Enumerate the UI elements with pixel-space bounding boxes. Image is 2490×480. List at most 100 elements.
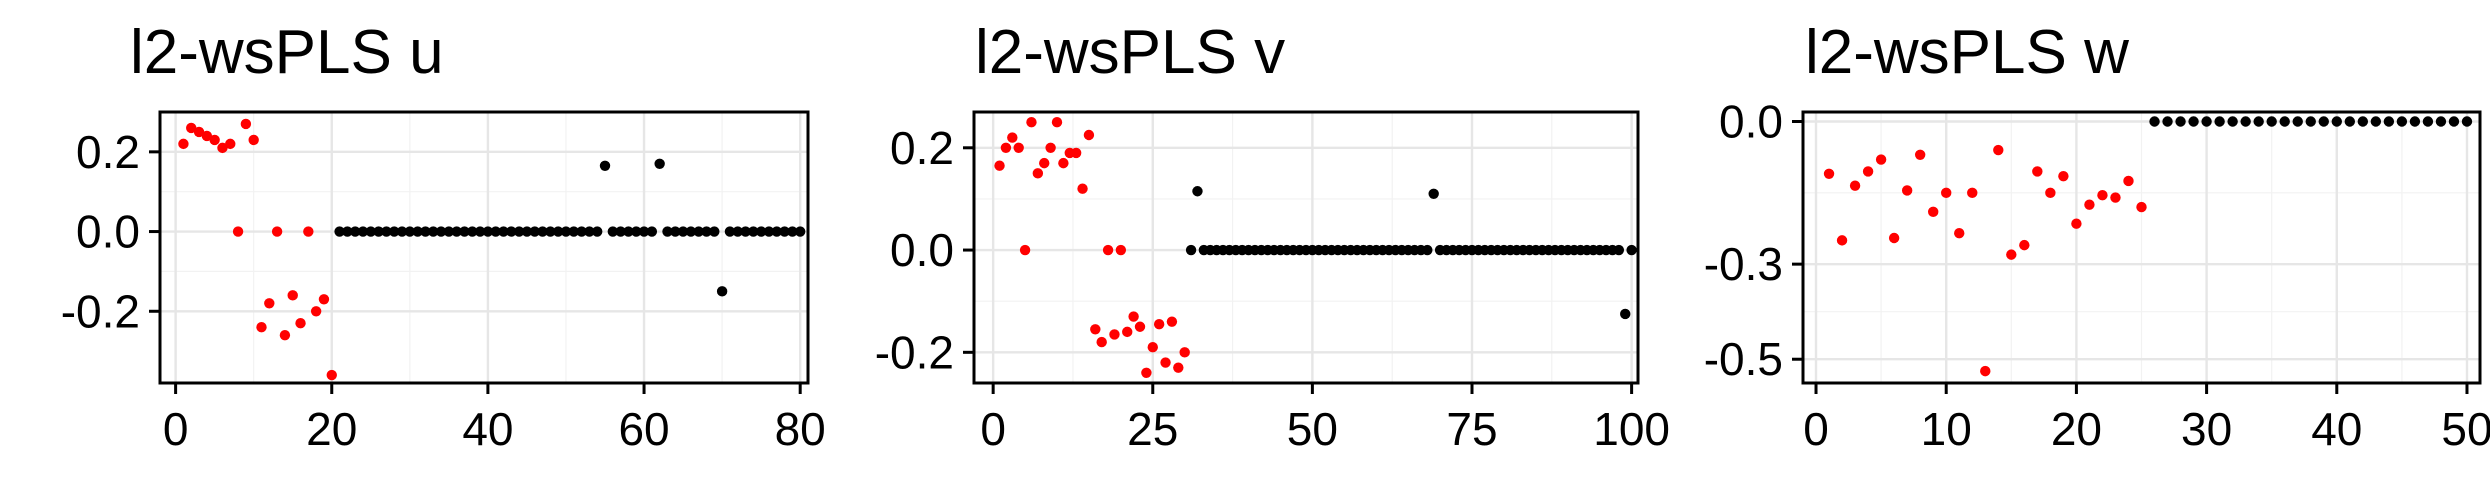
panel-border: [972, 110, 1640, 385]
x-tick-label: 40: [462, 403, 513, 455]
y-tick-label: 0.2: [890, 122, 954, 174]
data-point: [607, 226, 619, 237]
y-tick-label: 0.0: [1719, 96, 1783, 148]
data-point: [498, 226, 509, 237]
data-point: [763, 226, 775, 237]
data-point-selected: [1039, 157, 1050, 169]
data-point-selected: [201, 130, 213, 142]
data-point: [545, 226, 556, 237]
data-point-selected: [2045, 187, 2056, 199]
panel-w: l2-wsPLS w 0 10 20 30 40 50 -0.5 -0.3 0.0: [1704, 18, 2490, 455]
data-point-selected: [232, 226, 244, 237]
data-point-selected: [279, 329, 291, 341]
data-point: [615, 226, 626, 237]
data-point-selected: [2084, 199, 2095, 210]
data-point: [2396, 116, 2408, 127]
data-point-selected: [1051, 117, 1063, 128]
data-point: [381, 226, 392, 237]
y-tick-label: -0.5: [1704, 333, 1783, 385]
x-tick-label: 50: [1287, 403, 1338, 455]
data-point-selected: [310, 306, 322, 317]
data-point-selected: [186, 122, 197, 134]
data-point: [787, 226, 798, 237]
data-point-selected: [1941, 187, 1952, 199]
data-point: [428, 226, 439, 237]
x-tick-label: 20: [306, 403, 357, 455]
panel-title: l2-wsPLS w: [1805, 18, 2129, 87]
data-point: [396, 226, 408, 237]
data-point-selected: [326, 369, 337, 381]
data-point: [334, 226, 345, 237]
data-point: [2240, 116, 2251, 127]
data-point: [623, 226, 634, 237]
panel-border: [1801, 110, 2482, 385]
data-point: [670, 226, 681, 237]
data-point: [794, 226, 806, 237]
data-point-selected: [1862, 166, 1874, 177]
x-tick-label: 40: [2311, 403, 2362, 455]
data-point: [474, 226, 486, 237]
data-point-selected: [2071, 218, 2082, 229]
data-point-selected: [1980, 365, 1991, 377]
data-point: [2188, 116, 2199, 127]
data-point: [2357, 116, 2369, 127]
x-tick-label: 100: [1593, 403, 1670, 455]
data-point-selected: [303, 226, 314, 237]
data-point: [2214, 116, 2225, 127]
data-point: [2266, 116, 2277, 127]
data-point: [2409, 116, 2421, 127]
x-tick-label: 0: [980, 403, 1006, 455]
data-point-selected: [1888, 232, 1900, 244]
data-point: [1613, 244, 1625, 256]
data-point: [459, 226, 470, 237]
data-point: [2318, 116, 2329, 127]
data-point-selected: [1090, 324, 1101, 335]
data-point: [631, 226, 642, 237]
data-point: [1185, 244, 1197, 256]
data-point: [2253, 116, 2264, 127]
data-point: [490, 226, 501, 237]
data-point: [732, 226, 743, 237]
data-point: [2175, 116, 2186, 127]
data-point-selected: [1083, 129, 1095, 141]
data-point-selected: [1070, 147, 1082, 159]
data-point: [771, 226, 782, 237]
data-point: [693, 226, 704, 237]
data-point: [560, 226, 572, 237]
data-point-selected: [1096, 336, 1107, 348]
x-tick-label: 0: [1803, 403, 1829, 455]
data-point-selected: [1166, 316, 1178, 327]
data-point-selected: [1875, 154, 1887, 165]
data-point: [2383, 116, 2395, 127]
x-tick-label: 25: [1127, 403, 1178, 455]
data-point-selected: [1077, 183, 1088, 194]
data-point: [2448, 116, 2460, 127]
data-point: [662, 226, 673, 237]
data-point-selected: [1026, 117, 1037, 128]
data-point-selected: [994, 160, 1005, 171]
data-point-selected: [217, 142, 228, 154]
data-point: [740, 226, 751, 237]
data-point: [701, 226, 712, 237]
data-point-selected: [318, 294, 330, 305]
data-point-selected: [1045, 142, 1056, 153]
y-tick-label: -0.2: [875, 326, 954, 378]
data-point-selected: [2019, 239, 2030, 251]
data-point: [2279, 116, 2290, 127]
data-point-selected: [1993, 144, 2004, 156]
data-point-selected: [1122, 326, 1133, 338]
data-point-selected: [1849, 180, 1861, 191]
data-point: [2370, 116, 2382, 127]
data-point-selected: [271, 226, 283, 237]
panel-border: [158, 110, 810, 385]
data-point-selected: [2032, 166, 2043, 177]
data-point-selected: [209, 134, 220, 146]
data-point: [2149, 116, 2160, 127]
data-point: [599, 160, 611, 172]
data-point: [420, 226, 431, 237]
data-point-selected: [1019, 244, 1031, 256]
data-point: [451, 226, 462, 237]
data-point: [724, 226, 736, 237]
x-tick-label: 60: [618, 403, 669, 455]
